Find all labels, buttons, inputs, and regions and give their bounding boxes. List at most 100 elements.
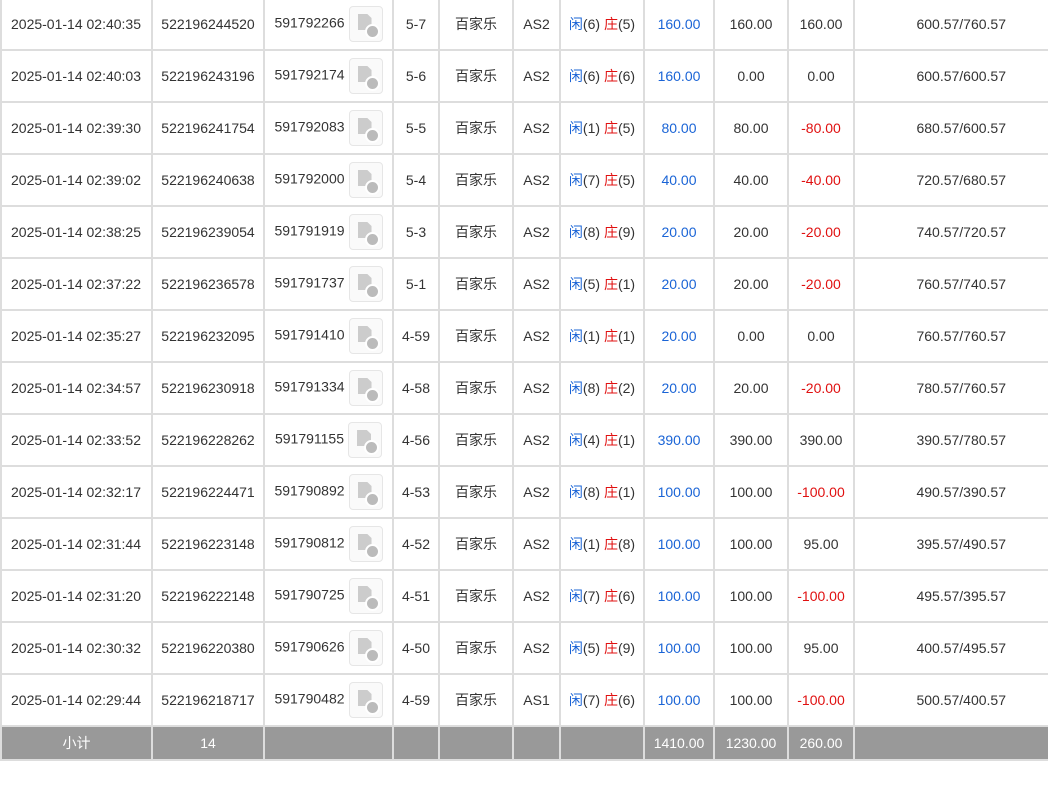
game-id: 591791919 <box>274 222 345 239</box>
game-id: 591792083 <box>274 118 345 135</box>
result: 闲(1) 庄(5) <box>559 101 645 155</box>
table-code: AS2 <box>512 49 561 103</box>
video-replay-icon[interactable] <box>348 214 383 250</box>
player-points: 6 <box>587 68 596 84</box>
video-replay-icon[interactable] <box>348 162 383 198</box>
table-code: AS2 <box>512 257 561 311</box>
game-type: 百家乐 <box>438 517 514 571</box>
player-label: 闲 <box>568 692 583 708</box>
banker-label: 庄 <box>603 120 618 136</box>
balance: 760.57/740.57 <box>853 257 1048 311</box>
win-loss: -80.00 <box>787 101 855 155</box>
table-code: AS2 <box>512 0 561 51</box>
round: 4-53 <box>392 465 440 519</box>
result: 闲(6) 庄(6) <box>559 49 645 103</box>
bet-time: 2025-01-14 02:40:03 <box>0 49 153 103</box>
player-points: 1 <box>587 120 596 136</box>
table-row: 2025-01-14 02:35:27 522196232095 5917914… <box>0 309 1048 363</box>
bet-amount: 100.00 <box>643 465 715 519</box>
balance: 490.57/390.57 <box>853 465 1048 519</box>
table-row: 2025-01-14 02:30:32 522196220380 5917906… <box>0 621 1048 675</box>
banker-label: 庄 <box>603 224 618 240</box>
game-id: 591792174 <box>274 66 345 83</box>
banker-label: 庄 <box>603 588 618 604</box>
bet-amount: 80.00 <box>643 101 715 155</box>
game-id-cell: 591790812 <box>263 517 394 571</box>
video-replay-icon[interactable] <box>348 370 383 406</box>
player-points: 6 <box>587 16 596 32</box>
table-code: AS2 <box>512 569 561 623</box>
bet-amount: 100.00 <box>643 621 715 675</box>
player-points: 5 <box>587 276 596 292</box>
video-replay-icon[interactable] <box>348 266 383 302</box>
game-type: 百家乐 <box>438 0 514 51</box>
subtotal-win: 260.00 <box>787 725 855 761</box>
subtotal-valid: 1230.00 <box>713 725 789 761</box>
bet-records-table: 2025-01-14 02:40:35 522196244520 5917922… <box>0 0 1048 761</box>
game-id: 591791737 <box>274 274 345 291</box>
game-type: 百家乐 <box>438 101 514 155</box>
game-id-cell: 591790482 <box>263 673 394 727</box>
game-id-cell: 591791155 <box>263 413 394 467</box>
valid-bet: 20.00 <box>713 361 789 415</box>
round: 5-6 <box>392 49 440 103</box>
game-type: 百家乐 <box>438 673 514 727</box>
bet-id: 522196223148 <box>151 517 265 571</box>
video-replay-icon[interactable] <box>348 318 383 354</box>
win-loss: 160.00 <box>787 0 855 51</box>
game-id-cell: 591792266 <box>263 0 394 51</box>
video-replay-icon[interactable] <box>348 526 383 562</box>
banker-label: 庄 <box>603 328 618 344</box>
bet-id: 522196230918 <box>151 361 265 415</box>
player-points: 7 <box>587 172 596 188</box>
table-code: AS2 <box>512 517 561 571</box>
game-id-cell: 591792174 <box>263 49 394 103</box>
table-row: 2025-01-14 02:38:25 522196239054 5917919… <box>0 205 1048 259</box>
balance: 760.57/760.57 <box>853 309 1048 363</box>
player-label: 闲 <box>568 120 583 136</box>
game-id: 591790626 <box>274 638 345 655</box>
game-type: 百家乐 <box>438 205 514 259</box>
bet-amount: 100.00 <box>643 673 715 727</box>
game-id: 591791155 <box>274 430 345 447</box>
video-replay-icon[interactable] <box>348 474 383 510</box>
table-row: 2025-01-14 02:39:30 522196241754 5917920… <box>0 101 1048 155</box>
game-id: 591792266 <box>274 14 345 31</box>
banker-points: 5 <box>622 120 631 136</box>
game-type: 百家乐 <box>438 621 514 675</box>
valid-bet: 100.00 <box>713 621 789 675</box>
valid-bet: 100.00 <box>713 673 789 727</box>
video-replay-icon[interactable] <box>348 682 383 718</box>
banker-label: 庄 <box>603 276 618 292</box>
bet-amount: 100.00 <box>643 569 715 623</box>
win-loss: -20.00 <box>787 257 855 311</box>
bet-amount: 20.00 <box>643 361 715 415</box>
bet-time: 2025-01-14 02:31:20 <box>0 569 153 623</box>
win-loss: 95.00 <box>787 621 855 675</box>
video-replay-icon[interactable] <box>348 578 383 614</box>
video-replay-icon[interactable] <box>348 630 383 666</box>
table-row: 2025-01-14 02:29:44 522196218717 5917904… <box>0 673 1048 727</box>
video-replay-icon[interactable] <box>348 422 383 458</box>
banker-label: 庄 <box>603 432 618 448</box>
bet-time: 2025-01-14 02:29:44 <box>0 673 153 727</box>
game-id: 591790892 <box>274 482 345 499</box>
result: 闲(6) 庄(5) <box>559 0 645 51</box>
player-points: 8 <box>587 224 596 240</box>
table-row: 2025-01-14 02:34:57 522196230918 5917913… <box>0 361 1048 415</box>
result: 闲(8) 庄(9) <box>559 205 645 259</box>
banker-label: 庄 <box>603 380 618 396</box>
banker-label: 庄 <box>603 68 618 84</box>
game-id-cell: 591790892 <box>263 465 394 519</box>
bet-id: 522196236578 <box>151 257 265 311</box>
player-label: 闲 <box>568 328 583 344</box>
table-code: AS2 <box>512 413 561 467</box>
player-label: 闲 <box>568 172 583 188</box>
bet-amount: 390.00 <box>643 413 715 467</box>
banker-points: 9 <box>622 640 631 656</box>
game-type: 百家乐 <box>438 153 514 207</box>
player-points: 5 <box>587 640 596 656</box>
video-replay-icon[interactable] <box>348 58 383 94</box>
video-replay-icon[interactable] <box>348 6 383 42</box>
video-replay-icon[interactable] <box>348 110 383 146</box>
